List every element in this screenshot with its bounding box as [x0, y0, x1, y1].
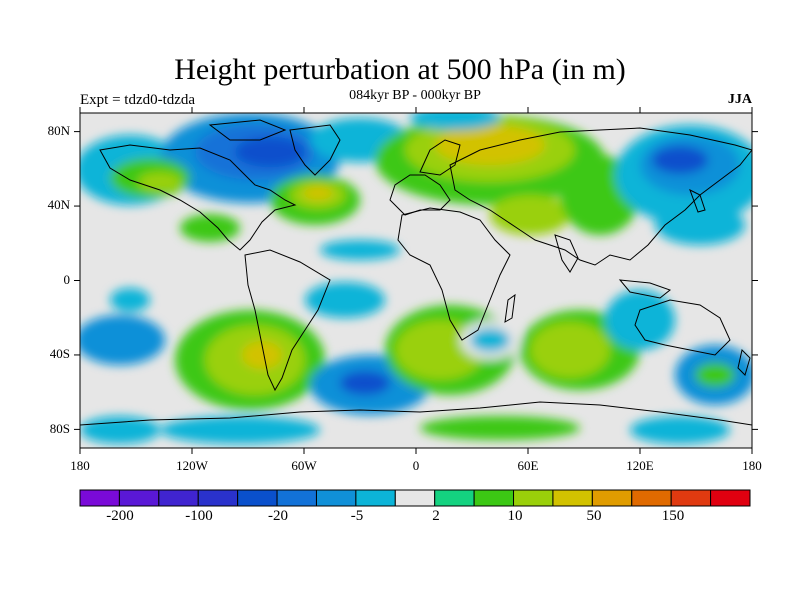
colorbar-box	[591, 489, 633, 507]
experiment-label: Expt = tdzd0-tdzda	[80, 92, 196, 108]
colorbar-label: 10	[507, 508, 523, 524]
colorbar-box	[710, 489, 751, 507]
colorbar-box	[434, 489, 475, 507]
height-contour-field	[80, 113, 752, 448]
colorbar-label: 150	[661, 508, 685, 524]
colorbar-label: -20	[268, 508, 288, 524]
colorbar-box	[237, 489, 278, 507]
lat-tick-label: 80S	[49, 421, 70, 436]
colorbar-box	[552, 489, 593, 507]
lat-tick-label: 40S	[49, 346, 70, 361]
lon-tick-label: 120E	[626, 458, 654, 473]
lon-tick-label: 0	[412, 458, 420, 473]
colorbar-box	[315, 489, 357, 507]
lon-tick-label: 60E	[517, 458, 539, 473]
colorbar-box	[513, 489, 554, 507]
lat-tick-label: 40N	[47, 197, 70, 212]
lat-tick-label: 80N	[47, 123, 70, 138]
season-label: JJA	[727, 92, 752, 107]
lon-tick-label: 120W	[176, 458, 208, 473]
lon-tick-label: 60W	[291, 458, 317, 473]
lon-tick-label: 180	[70, 458, 90, 473]
coastlines	[80, 119, 752, 426]
colorbar-box	[118, 489, 160, 507]
colorbar-label: -5	[350, 508, 364, 524]
colorbar-label: 50	[586, 508, 602, 524]
map-title: Height perturbation at 500 hPa (in m)	[174, 53, 626, 86]
colorbar-label: -100	[185, 508, 213, 524]
colorbar-box	[197, 489, 239, 507]
colorbar-box	[473, 489, 515, 507]
colorbar-box	[158, 489, 199, 507]
axis-ticks	[74, 107, 758, 454]
colorbar-box	[79, 489, 120, 507]
colorbar-box	[394, 489, 436, 507]
colorbar-box	[355, 489, 396, 507]
lon-tick-label: 180	[742, 458, 762, 473]
colorbar-label: 2	[432, 508, 440, 524]
colorbar	[79, 489, 751, 507]
colorbar-label: -200	[106, 508, 134, 524]
colorbar-box	[276, 489, 317, 507]
lat-tick-label: 0	[63, 272, 71, 287]
map-subtitle: 084kyr BP - 000kyr BP	[349, 88, 481, 103]
colorbar-box	[631, 489, 672, 507]
colorbar-box	[670, 489, 712, 507]
